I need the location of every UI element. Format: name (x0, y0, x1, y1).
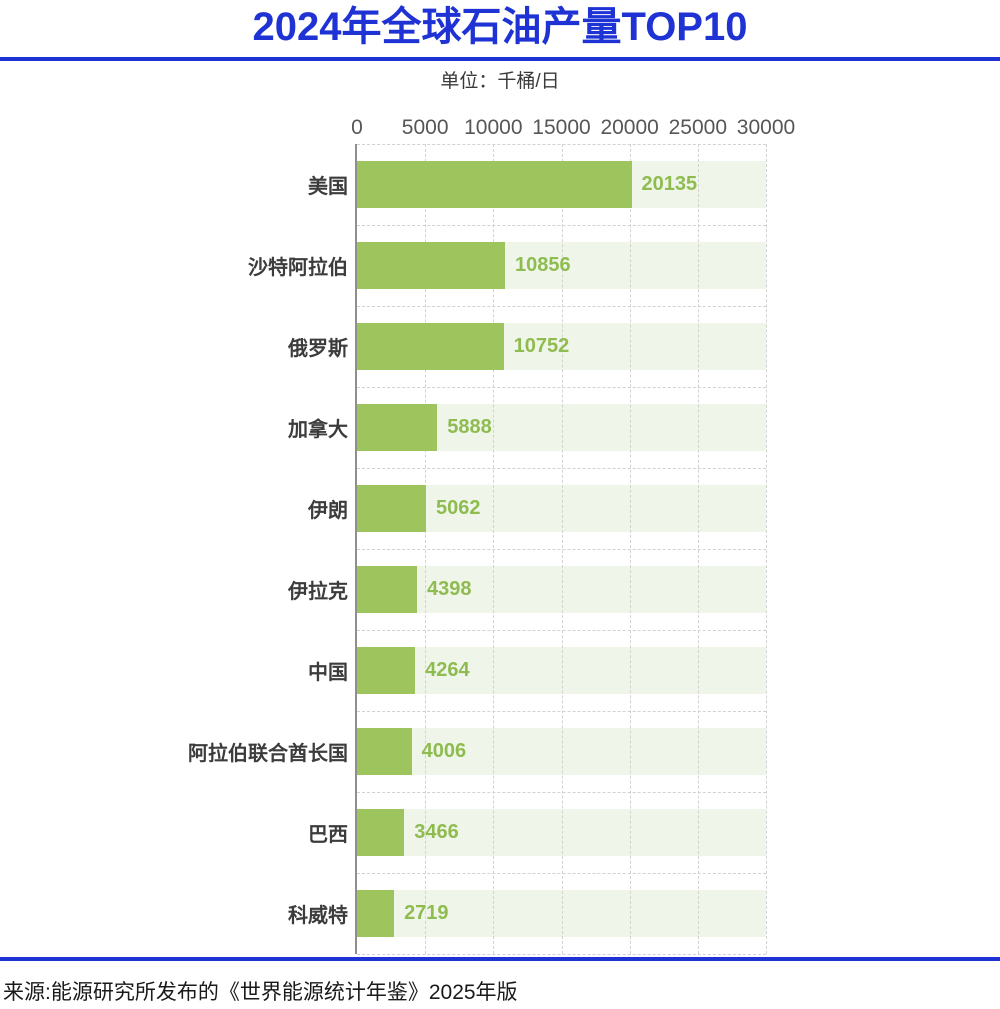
y-axis-line (355, 144, 357, 954)
bar (357, 485, 426, 532)
horizontal-gridline (357, 711, 766, 712)
bar (357, 404, 438, 451)
bar (357, 242, 505, 289)
bar (357, 809, 405, 856)
x-tick-label: 25000 (668, 116, 728, 139)
vertical-gridline (766, 144, 767, 954)
category-label: 美国 (308, 176, 348, 198)
category-label: 俄罗斯 (288, 338, 348, 360)
value-label: 10856 (515, 254, 571, 276)
value-label: 2719 (404, 902, 449, 924)
source-note: 来源:能源研究所发布的《世界能源统计年鉴》2025年版 (3, 981, 518, 1004)
bar (357, 566, 417, 613)
x-tick-label: 10000 (464, 116, 523, 139)
value-label: 4398 (426, 578, 472, 600)
horizontal-gridline (357, 225, 766, 226)
bar (357, 161, 632, 208)
category-label: 沙特阿拉伯 (248, 257, 348, 279)
top-divider (0, 57, 1000, 61)
bar (357, 728, 412, 775)
category-label: 阿拉伯联合酋长国 (188, 743, 348, 765)
bottom-divider (0, 957, 1000, 961)
unit-label: 单位：千桶/日 (440, 71, 560, 92)
value-label: 20135 (641, 173, 698, 195)
bar (357, 647, 416, 694)
horizontal-gridline (357, 387, 766, 388)
horizontal-gridline (357, 873, 766, 874)
page-title: 2024年全球石油产量TOP10 (252, 5, 748, 49)
x-tick-label: 5000 (401, 116, 449, 139)
bar (357, 890, 395, 937)
category-label: 科威特 (288, 905, 348, 927)
x-tick-label: 20000 (600, 116, 659, 139)
horizontal-gridline (357, 144, 766, 145)
value-label: 10752 (513, 335, 570, 357)
x-tick-label: 30000 (736, 116, 796, 139)
category-label: 伊朗 (308, 500, 348, 522)
horizontal-gridline (357, 306, 766, 307)
horizontal-gridline (357, 630, 766, 631)
value-label: 4264 (425, 659, 470, 681)
value-label: 3466 (414, 821, 459, 843)
horizontal-gridline (357, 954, 766, 955)
category-label: 加拿大 (288, 419, 348, 441)
value-label: 5062 (436, 497, 481, 519)
category-label: 伊拉克 (288, 581, 348, 603)
horizontal-gridline (357, 792, 766, 793)
x-tick-label: 15000 (532, 116, 591, 139)
horizontal-gridline (357, 468, 766, 469)
x-tick-label: 0 (351, 116, 363, 139)
bar (357, 323, 504, 370)
value-label: 4006 (421, 740, 467, 762)
category-label: 巴西 (308, 824, 348, 846)
value-label: 5888 (447, 416, 492, 438)
category-label: 中国 (308, 662, 348, 684)
horizontal-gridline (357, 549, 766, 550)
